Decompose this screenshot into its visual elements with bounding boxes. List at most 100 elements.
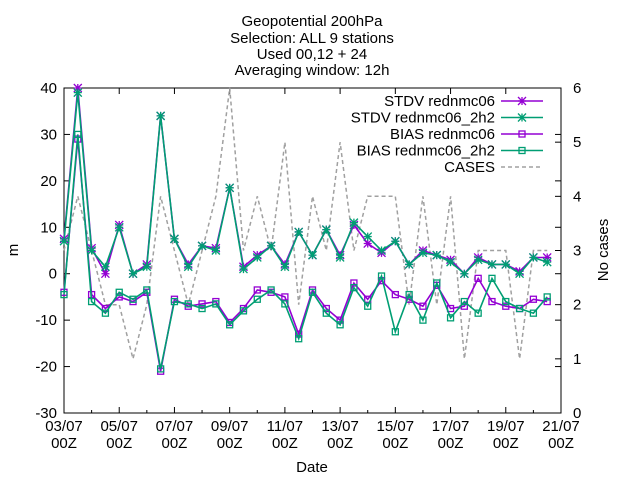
- y-axis-label: m: [5, 244, 22, 257]
- legend-marker: [517, 96, 527, 106]
- data-point: [390, 236, 400, 246]
- data-point: [87, 246, 97, 255]
- x-axis-label: Date: [296, 459, 328, 476]
- data-point: [335, 253, 345, 262]
- data-point: [101, 309, 110, 317]
- data-point: [391, 328, 399, 336]
- data-point: [501, 259, 511, 269]
- y-tick-label: 30: [40, 126, 57, 143]
- x-tick-date: 05/07: [100, 418, 138, 435]
- data-point: [529, 295, 538, 303]
- x-tick-hour: 00Z: [51, 435, 77, 452]
- legend-entry: STDV rednmc06_2h2: [351, 110, 543, 127]
- data-point: [543, 293, 551, 301]
- legend-label: STDV rednmc06_2h2: [351, 110, 495, 127]
- data-point: [350, 283, 358, 292]
- y2-tick-label: 5: [573, 134, 581, 151]
- data-point: [473, 255, 483, 265]
- data-point: [488, 297, 496, 306]
- x-tick-hour: 00Z: [106, 435, 132, 452]
- data-point: [115, 288, 123, 296]
- data-point: [280, 262, 290, 272]
- data-point: [294, 227, 304, 237]
- x-tick-date: 17/07: [432, 418, 470, 435]
- data-point: [170, 297, 179, 306]
- data-point: [528, 253, 538, 262]
- x-tick-date: 19/07: [487, 418, 525, 435]
- data-point: [377, 272, 386, 280]
- x-tick-date: 11/07: [267, 418, 303, 435]
- data-point: [432, 250, 442, 260]
- y-tick-label: 10: [40, 219, 57, 236]
- x-tick-hour: 00Z: [217, 435, 243, 452]
- data-point: [364, 302, 372, 310]
- data-point: [308, 250, 317, 260]
- data-point: [529, 309, 538, 317]
- data-point: [225, 183, 235, 193]
- y2-tick-label: 0: [573, 405, 581, 422]
- series-bias-rednmc06-2h2: [60, 130, 551, 373]
- series-line: [63, 134, 548, 370]
- legend-entry: CASES: [444, 159, 543, 176]
- legend-entry: BIAS rednmc06_2h2: [357, 143, 543, 160]
- data-point: [281, 293, 289, 301]
- title-line-4: Averaging window: 12h: [235, 62, 390, 79]
- data-point: [502, 302, 510, 310]
- data-point: [114, 222, 124, 232]
- x-tick-date: 09/07: [211, 418, 249, 435]
- x-tick-hour: 00Z: [548, 435, 574, 452]
- title-line-2: Selection: ALL 9 stations: [230, 30, 394, 47]
- data-point: [419, 316, 427, 324]
- data-point: [350, 279, 358, 287]
- data-point: [433, 279, 441, 287]
- data-point: [253, 286, 261, 294]
- y2-axis-label: No cases: [595, 219, 612, 282]
- data-point: [211, 246, 221, 255]
- series-cases: [63, 87, 548, 359]
- data-point: [184, 300, 192, 308]
- data-point: [363, 239, 373, 248]
- series-line: [63, 139, 548, 372]
- legend-marker: [518, 146, 526, 155]
- y-tick-label: 40: [40, 80, 57, 97]
- y2-tick-label: 1: [573, 351, 581, 368]
- series-layer: [59, 83, 552, 375]
- data-point: [295, 335, 303, 343]
- data-point: [100, 269, 110, 279]
- data-point: [281, 300, 289, 308]
- data-point: [60, 290, 68, 299]
- y2-tick-label: 6: [573, 80, 581, 97]
- y2-tick-label: 2: [573, 297, 581, 314]
- data-point: [391, 290, 399, 299]
- data-point: [308, 288, 317, 296]
- data-point: [542, 253, 552, 262]
- data-point: [474, 309, 482, 317]
- y-tick-label: 20: [40, 173, 57, 190]
- data-point: [239, 307, 248, 315]
- data-point: [321, 225, 331, 235]
- x-tick-date: 21/07: [542, 418, 580, 435]
- data-point: [142, 262, 152, 272]
- data-point: [460, 297, 469, 306]
- x-tick-date: 13/07: [321, 418, 359, 435]
- data-point: [515, 269, 525, 279]
- data-point: [267, 286, 275, 294]
- data-point: [405, 290, 413, 299]
- data-point: [502, 297, 510, 306]
- series-stdv-rednmc06-2h2: [59, 88, 552, 279]
- x-tick-hour: 00Z: [162, 435, 188, 452]
- data-point: [446, 257, 456, 267]
- legend-label: CASES: [444, 159, 495, 176]
- data-point: [322, 309, 330, 317]
- data-point: [487, 259, 497, 269]
- data-point: [252, 253, 262, 262]
- y-tick-label: -10: [35, 312, 57, 329]
- chart-title: Geopotential 200hPa Selection: ALL 9 sta…: [230, 13, 394, 79]
- x-tick-date: 03/07: [45, 418, 83, 435]
- data-point: [253, 295, 261, 303]
- data-point: [266, 241, 276, 251]
- data-point: [336, 321, 344, 329]
- legend-label: BIAS rednmc06_2h2: [357, 143, 495, 160]
- x-tick-hour: 00Z: [493, 435, 519, 452]
